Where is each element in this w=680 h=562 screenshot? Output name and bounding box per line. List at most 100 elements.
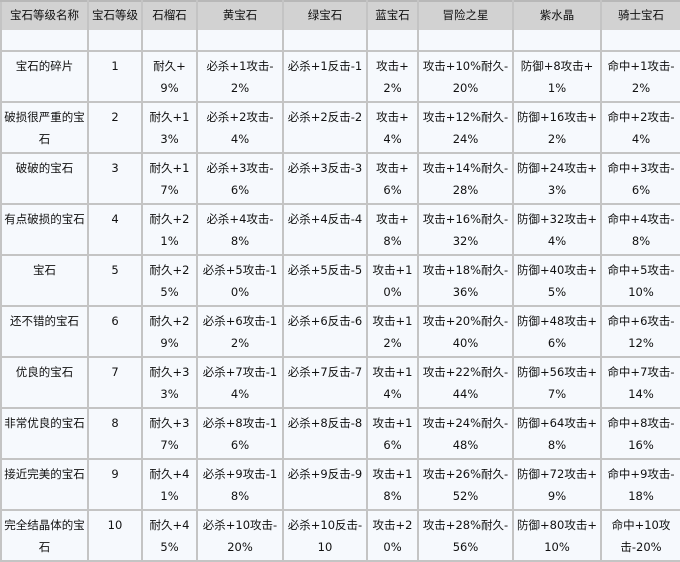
table-cell: 5 bbox=[87, 254, 143, 307]
table-cell: 4 bbox=[87, 203, 143, 256]
table-cell: 攻击+8% bbox=[366, 203, 419, 256]
table-cell: 耐久+13% bbox=[141, 101, 198, 154]
column-header: 石榴石 bbox=[141, 0, 198, 52]
table-cell: 攻击+16% bbox=[366, 407, 419, 460]
table-cell: 攻击+10% bbox=[366, 254, 419, 307]
table-cell: 防御+24攻击+3% bbox=[512, 152, 602, 205]
table-cell: 6 bbox=[87, 305, 143, 358]
table-cell: 1 bbox=[87, 50, 143, 103]
table-row: 还不错的宝石 6 耐久+29% 必杀+6攻击-12% 必杀+6反击-6 攻击+12% 攻击+… bbox=[0, 305, 680, 358]
table-cell: 攻击+16%耐久-32% bbox=[417, 203, 514, 256]
table-cell: 必杀+8攻击-16% bbox=[196, 407, 284, 460]
table-cell: 防御+80攻击+10% bbox=[512, 509, 602, 562]
table-cell: 还不错的宝石 bbox=[0, 305, 89, 358]
table-cell: 防御+64攻击+8% bbox=[512, 407, 602, 460]
column-header: 冒险之星 bbox=[417, 0, 514, 52]
table-cell: 耐久+29% bbox=[141, 305, 198, 358]
table-cell: 必杀+10攻击-20% bbox=[196, 509, 284, 562]
table-row: 破损很严重的宝石 2 耐久+13% 必杀+2攻击-4% 必杀+2反击-2 攻击+4% 攻击+… bbox=[0, 101, 680, 154]
table-cell: 攻击+10%耐久-20% bbox=[417, 50, 514, 103]
table-cell: 命中+8攻击-16% bbox=[600, 407, 680, 460]
table-cell: 防御+48攻击+6% bbox=[512, 305, 602, 358]
table-cell: 耐久+17% bbox=[141, 152, 198, 205]
table-cell: 攻击+18%耐久-36% bbox=[417, 254, 514, 307]
header-row: 宝石等级名称 宝石等级 石榴石 黄宝石 绿宝石 蓝宝石 冒险之星 紫水晶 骑士宝石 bbox=[0, 0, 680, 52]
table-cell: 耐久+45% bbox=[141, 509, 198, 562]
table-cell: 7 bbox=[87, 356, 143, 409]
table-cell: 必杀+10反击-10 bbox=[282, 509, 368, 562]
table-cell: 必杀+5攻击-10% bbox=[196, 254, 284, 307]
table-cell: 攻击+14% bbox=[366, 356, 419, 409]
table-cell: 攻击+2% bbox=[366, 50, 419, 103]
table-cell: 破破的宝石 bbox=[0, 152, 89, 205]
table-cell: 必杀+7攻击-14% bbox=[196, 356, 284, 409]
table-cell: 防御+16攻击+2% bbox=[512, 101, 602, 154]
table-cell: 防御+56攻击+7% bbox=[512, 356, 602, 409]
table-row: 宝石 5 耐久+25% 必杀+5攻击-10% 必杀+5反击-5 攻击+10% 攻击+18%耐… bbox=[0, 254, 680, 307]
table-row: 完全结晶体的宝石 10 耐久+45% 必杀+10攻击-20% 必杀+10反击-10 攻击+… bbox=[0, 509, 680, 562]
table-cell: 必杀+8反击-8 bbox=[282, 407, 368, 460]
table-cell: 必杀+2攻击-4% bbox=[196, 101, 284, 154]
table-cell: 必杀+6反击-6 bbox=[282, 305, 368, 358]
table-cell: 非常优良的宝石 bbox=[0, 407, 89, 460]
column-header: 宝石等级名称 bbox=[0, 0, 89, 52]
table-cell: 必杀+2反击-2 bbox=[282, 101, 368, 154]
table-cell: 攻击+12%耐久-24% bbox=[417, 101, 514, 154]
table-cell: 攻击+6% bbox=[366, 152, 419, 205]
table-cell: 9 bbox=[87, 458, 143, 511]
table-cell: 攻击+12% bbox=[366, 305, 419, 358]
table-cell: 命中+7攻击-14% bbox=[600, 356, 680, 409]
table-cell: 攻击+20% bbox=[366, 509, 419, 562]
table-cell: 攻击+26%耐久-52% bbox=[417, 458, 514, 511]
column-header: 黄宝石 bbox=[196, 0, 284, 52]
table-cell: 攻击+20%耐久-40% bbox=[417, 305, 514, 358]
column-header: 紫水晶 bbox=[512, 0, 602, 52]
table-cell: 必杀+9反击-9 bbox=[282, 458, 368, 511]
table-cell: 优良的宝石 bbox=[0, 356, 89, 409]
table-cell: 耐久+21% bbox=[141, 203, 198, 256]
table-cell: 命中+9攻击-18% bbox=[600, 458, 680, 511]
table-cell: 命中+2攻击-4% bbox=[600, 101, 680, 154]
table-cell: 命中+4攻击-8% bbox=[600, 203, 680, 256]
table-cell: 攻击+4% bbox=[366, 101, 419, 154]
table-cell: 宝石的碎片 bbox=[0, 50, 89, 103]
table-cell: 必杀+4攻击-8% bbox=[196, 203, 284, 256]
table-cell: 耐久+25% bbox=[141, 254, 198, 307]
table-cell: 10 bbox=[87, 509, 143, 562]
table-row: 非常优良的宝石 8 耐久+37% 必杀+8攻击-16% 必杀+8反击-8 攻击+16% 攻击… bbox=[0, 407, 680, 460]
table-cell: 2 bbox=[87, 101, 143, 154]
table-cell: 攻击+24%耐久-48% bbox=[417, 407, 514, 460]
table-cell: 必杀+6攻击-12% bbox=[196, 305, 284, 358]
table-cell: 必杀+3反击-3 bbox=[282, 152, 368, 205]
table-cell: 必杀+7反击-7 bbox=[282, 356, 368, 409]
column-header: 宝石等级 bbox=[87, 0, 143, 52]
table-cell: 宝石 bbox=[0, 254, 89, 307]
table-cell: 攻击+28%耐久-56% bbox=[417, 509, 514, 562]
table-cell: 防御+40攻击+5% bbox=[512, 254, 602, 307]
table-cell: 命中+1攻击-2% bbox=[600, 50, 680, 103]
table-cell: 命中+5攻击-10% bbox=[600, 254, 680, 307]
table-cell: 耐久+33% bbox=[141, 356, 198, 409]
column-header: 骑士宝石 bbox=[600, 0, 680, 52]
table-row: 宝石的碎片 1 耐久+9% 必杀+1攻击-2% 必杀+1反击-1 攻击+2% 攻击+10%耐… bbox=[0, 50, 680, 103]
table-cell: 必杀+4反击-4 bbox=[282, 203, 368, 256]
table-cell: 接近完美的宝石 bbox=[0, 458, 89, 511]
table-cell: 攻击+14%耐久-28% bbox=[417, 152, 514, 205]
table-cell: 防御+8攻击+1% bbox=[512, 50, 602, 103]
table-cell: 命中+3攻击-6% bbox=[600, 152, 680, 205]
table-cell: 破损很严重的宝石 bbox=[0, 101, 89, 154]
table-cell: 命中+10攻击-20% bbox=[600, 509, 680, 562]
column-header: 蓝宝石 bbox=[366, 0, 419, 52]
table-cell: 必杀+1攻击-2% bbox=[196, 50, 284, 103]
table-cell: 防御+32攻击+4% bbox=[512, 203, 602, 256]
table-cell: 必杀+1反击-1 bbox=[282, 50, 368, 103]
table-cell: 耐久+9% bbox=[141, 50, 198, 103]
table-row: 有点破损的宝石 4 耐久+21% 必杀+4攻击-8% 必杀+4反击-4 攻击+8% 攻击+1… bbox=[0, 203, 680, 256]
table-row: 接近完美的宝石 9 耐久+41% 必杀+9攻击-18% 必杀+9反击-9 攻击+18% 攻击… bbox=[0, 458, 680, 511]
table-cell: 有点破损的宝石 bbox=[0, 203, 89, 256]
column-header: 绿宝石 bbox=[282, 0, 368, 52]
table-row: 破破的宝石 3 耐久+17% 必杀+3攻击-6% 必杀+3反击-3 攻击+6% 攻击+14%… bbox=[0, 152, 680, 205]
table-cell: 必杀+3攻击-6% bbox=[196, 152, 284, 205]
table-cell: 8 bbox=[87, 407, 143, 460]
